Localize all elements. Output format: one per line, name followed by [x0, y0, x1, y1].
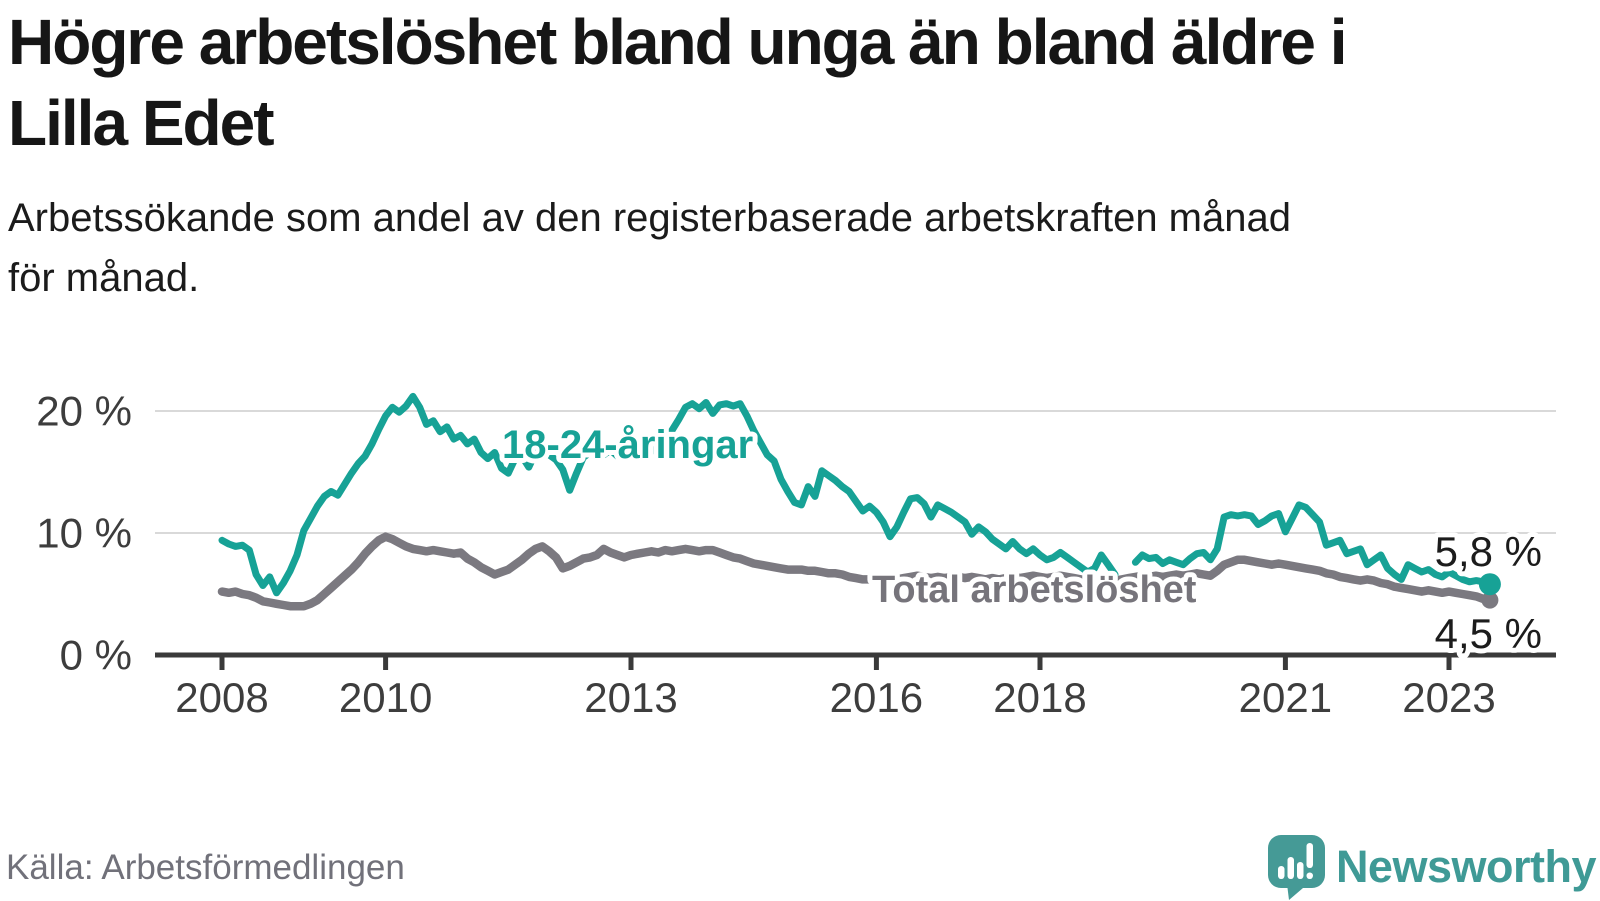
chart-title: Högre arbetslöshet bland unga än bland ä…	[8, 2, 1588, 163]
x-tick-label: 2023	[1402, 674, 1495, 721]
logo-bubble-shape	[1267, 835, 1325, 900]
x-tick-label: 2010	[339, 674, 432, 721]
youth-series-label: 18-24-åringar	[502, 423, 753, 467]
newsworthy-wordmark: Newsworthy	[1335, 841, 1597, 892]
axis-ticks	[219, 655, 1452, 670]
logo-bar-1	[1277, 866, 1285, 879]
logo-exclamation-bar	[1306, 843, 1313, 868]
total-line	[217, 532, 1495, 611]
x-tick-label: 2016	[830, 674, 923, 721]
x-tick-label: 2008	[175, 674, 268, 721]
x-tick-label: 2018	[993, 674, 1086, 721]
x-tick-label: 2013	[584, 674, 677, 721]
unemployment-line-chart: 0 %10 %20 %2008 2010 2013 2016 2018 2021 2023 …	[36, 388, 1556, 721]
axis-labels: 0 % 10 % 20 % 2008 2010 2013 2016 2018 2021 2023	[36, 388, 1495, 721]
youth-end-dot	[1478, 573, 1501, 596]
y-tick-label: 0 %	[60, 632, 132, 679]
chart-subtitle-line-2: för månad.	[8, 256, 200, 300]
x-tick-label: 2021	[1239, 674, 1332, 721]
chart-title-line-2: Lilla Edet	[8, 86, 274, 159]
newsworthy-logo-icon	[1267, 835, 1325, 900]
source-attribution: Källa: Arbetsförmedlingen	[6, 848, 405, 887]
y-tick-label: 10 %	[36, 510, 132, 557]
chart-subtitle-line-1: Arbetssökande som andel av den registerb…	[8, 196, 1291, 240]
youth-end-value-label: 5,8 %	[1435, 528, 1542, 575]
chart-subtitle: Arbetssökande som andel av den registerb…	[8, 188, 1578, 308]
logo-bar-3	[1296, 862, 1304, 879]
youth-line	[218, 392, 1494, 597]
total-series-label: Total arbetslöshet	[872, 569, 1197, 611]
total-end-value-label: 4,5 %	[1435, 610, 1542, 657]
logo-bar-2	[1287, 857, 1294, 879]
gridlines	[155, 410, 1556, 534]
newsworthy-logo[interactable]: Newsworthy	[1267, 835, 1597, 901]
total-end-dot	[1481, 591, 1499, 609]
y-tick-label: 20 %	[36, 388, 132, 435]
logo-exclamation-dot	[1306, 872, 1313, 879]
chart-title-line-1: Högre arbetslöshet bland unga än bland ä…	[8, 6, 1348, 78]
